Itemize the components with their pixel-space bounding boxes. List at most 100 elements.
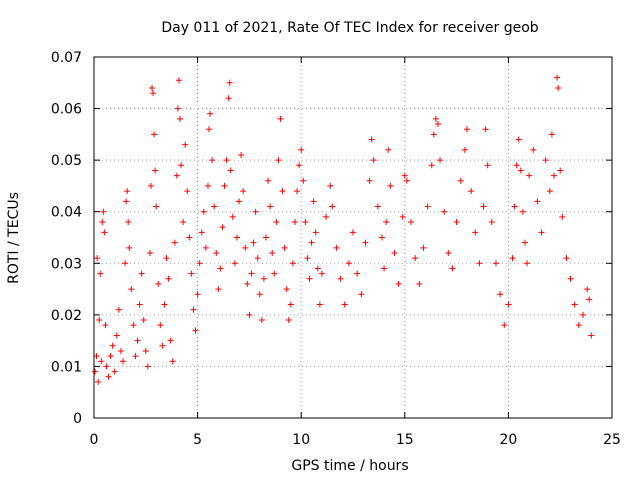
y-tick-label: 0 — [73, 411, 82, 427]
data-point — [519, 208, 526, 215]
data-point — [142, 347, 149, 354]
data-point — [445, 249, 452, 256]
data-point — [424, 203, 431, 210]
data-point — [318, 270, 325, 277]
data-point — [416, 280, 423, 287]
data-point — [180, 219, 187, 226]
data-point — [586, 296, 593, 303]
data-point — [449, 265, 456, 272]
data-point — [509, 255, 516, 262]
data-point — [476, 260, 483, 267]
data-point — [559, 213, 566, 220]
data-point — [152, 167, 159, 174]
data-point — [115, 306, 122, 313]
data-point — [497, 291, 504, 298]
data-point — [530, 146, 537, 153]
y-tick-label: 0.01 — [51, 359, 82, 375]
data-point — [150, 90, 157, 97]
data-point — [546, 188, 553, 195]
data-point — [252, 208, 259, 215]
data-point — [524, 260, 531, 267]
data-point — [434, 121, 441, 128]
data-point — [223, 157, 230, 164]
data-point — [196, 260, 203, 267]
data-point — [277, 115, 284, 122]
data-point — [174, 105, 181, 112]
data-point — [202, 244, 209, 251]
data-point — [279, 188, 286, 195]
y-axis-label: ROTI / TECUs — [6, 192, 22, 284]
data-point — [302, 219, 309, 226]
data-point — [98, 358, 105, 365]
data-point — [480, 203, 487, 210]
data-point — [453, 219, 460, 226]
data-point — [144, 363, 151, 370]
data-point — [226, 79, 233, 86]
data-point — [548, 131, 555, 138]
data-point — [362, 239, 369, 246]
data-point — [138, 270, 145, 277]
data-point — [117, 347, 124, 354]
data-point — [238, 151, 245, 158]
data-point — [563, 255, 570, 262]
data-point — [368, 136, 375, 143]
data-point — [153, 203, 160, 210]
data-point — [482, 126, 489, 133]
data-point — [198, 229, 205, 236]
data-point — [463, 126, 470, 133]
data-point — [312, 229, 319, 236]
data-point — [521, 239, 528, 246]
data-point — [428, 162, 435, 169]
data-point — [101, 229, 108, 236]
axis-ticks: 0 0.01 0.02 0.03 0.04 0.05 0.06 0.07 0 5 10 15 20 25 — [51, 50, 621, 448]
data-point — [306, 275, 313, 282]
data-point — [515, 136, 522, 143]
data-point — [204, 182, 211, 189]
data-point — [501, 322, 508, 329]
data-point — [194, 291, 201, 298]
data-point — [534, 198, 541, 205]
data-point — [256, 291, 263, 298]
data-point — [304, 255, 311, 262]
x-tick-label: 25 — [603, 432, 621, 448]
data-point — [289, 260, 296, 267]
y-tick-label: 0.07 — [51, 50, 82, 66]
data-point — [231, 260, 238, 267]
data-point — [250, 239, 257, 246]
data-point — [107, 353, 114, 360]
y-tick-label: 0.02 — [51, 308, 82, 324]
data-point — [109, 342, 116, 349]
data-point — [227, 167, 234, 174]
data-point — [281, 244, 288, 251]
data-point — [124, 188, 131, 195]
data-point — [207, 110, 214, 117]
data-point — [209, 157, 216, 164]
data-point — [242, 244, 249, 251]
data-point — [526, 172, 533, 179]
data-point — [395, 280, 402, 287]
data-point — [190, 306, 197, 313]
data-point — [399, 213, 406, 220]
data-point — [100, 208, 107, 215]
data-point — [296, 162, 303, 169]
data-point — [285, 317, 292, 324]
data-point — [381, 265, 388, 272]
data-point — [341, 301, 348, 308]
data-point — [163, 255, 170, 262]
data-point — [323, 213, 330, 220]
data-point — [337, 275, 344, 282]
data-point — [157, 322, 164, 329]
data-point — [557, 167, 564, 174]
data-point — [219, 224, 226, 231]
plot-frame — [93, 56, 613, 419]
data-point — [366, 177, 373, 184]
data-point — [370, 157, 377, 164]
data-point — [167, 337, 174, 344]
data-point — [176, 115, 183, 122]
data-point — [538, 229, 545, 236]
data-point — [175, 77, 182, 84]
y-tick-label: 0.04 — [51, 205, 82, 221]
data-point — [188, 270, 195, 277]
data-point — [432, 115, 439, 122]
data-point — [571, 301, 578, 308]
